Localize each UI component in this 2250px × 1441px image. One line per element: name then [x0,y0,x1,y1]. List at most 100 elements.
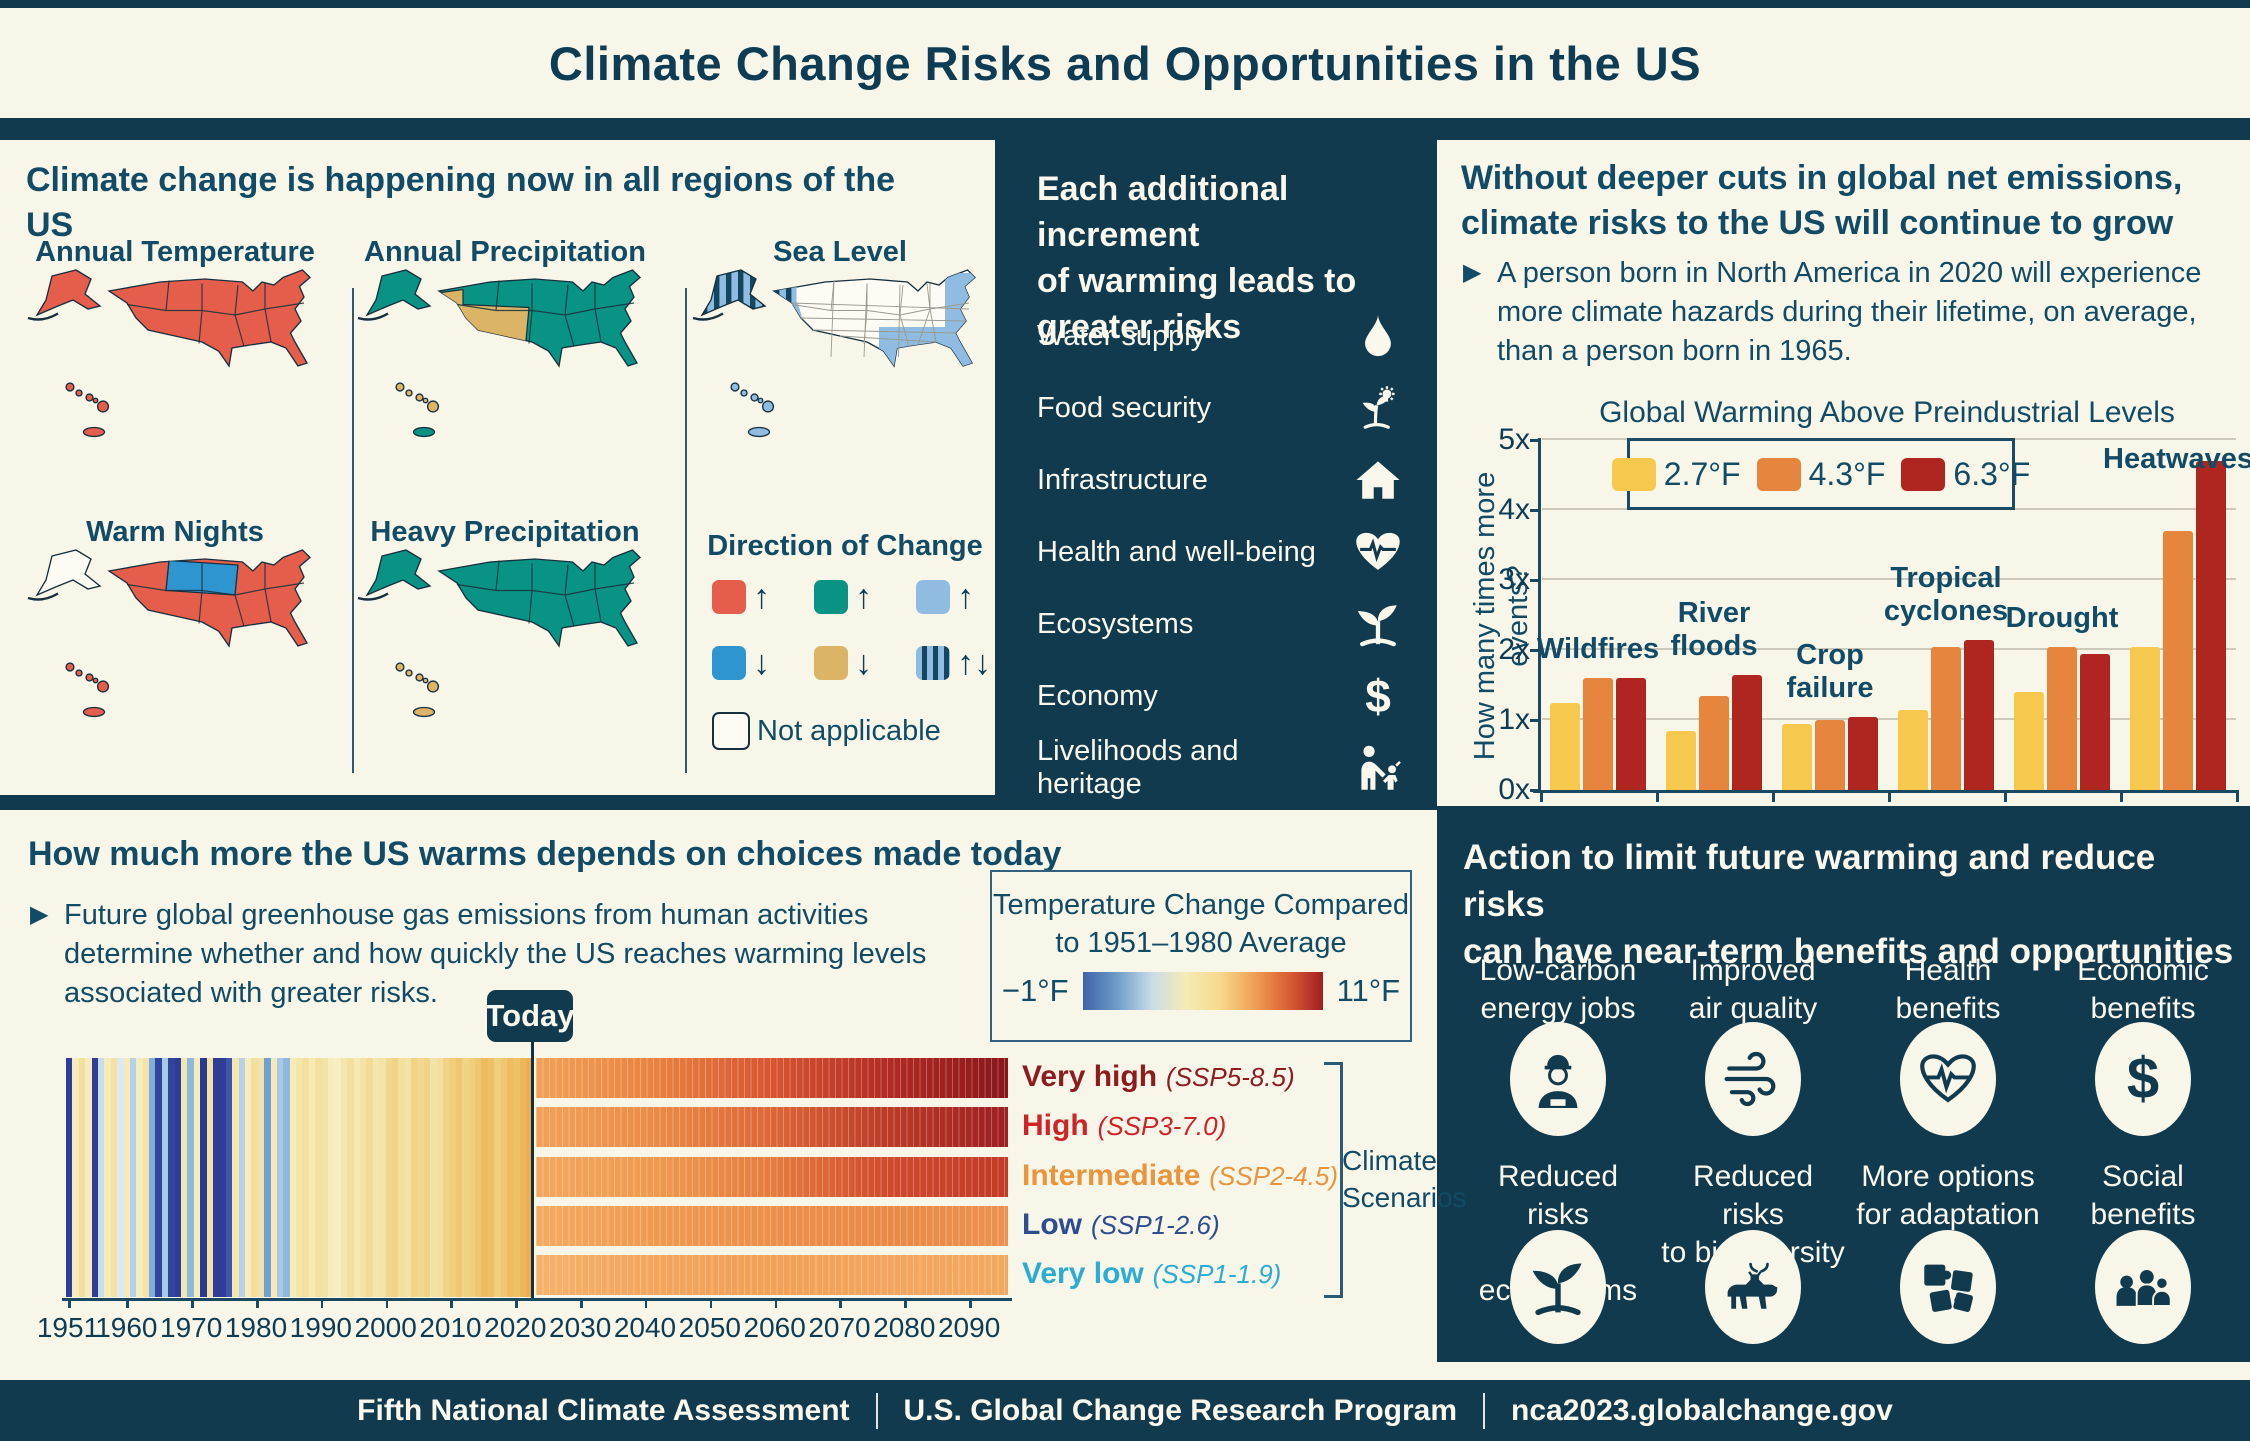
arrow-icon: ↓ [753,644,770,682]
year-stripe-1993 [334,1058,341,1297]
legend-item: 6.3°F [1901,456,2030,493]
x-tick-label: 2050 [678,1312,741,1343]
year-stripe-1984 [276,1058,284,1297]
us-map-warm-nights [26,549,311,718]
orange-swatch [1756,457,1801,491]
scenario-band-low [536,1205,1008,1246]
temperature-legend-box: Temperature Change Compared to 1951–1980… [990,870,1412,1042]
choices-bullet: Future global greenhouse gas emissions f… [64,899,927,1009]
plant-sun-icon [1351,381,1405,435]
year-stripe-2015 [475,1058,482,1297]
footer-url[interactable]: nca2023.globalchange.gov [1511,1393,1893,1427]
y-tick-mark [1530,789,1539,792]
x-tick-label: 1951 [36,1312,100,1343]
regions-heading: Climate change is happening now in all r… [26,161,895,244]
x-tick-label: 2030 [549,1312,612,1343]
year-stripe-1963 [142,1058,150,1297]
footer-program: U.S. Global Change Research Program [903,1393,1458,1427]
bracket-stub [1324,1062,1341,1065]
heart-pulse-icon [1351,525,1405,579]
scenario-label-low: Low (SSP1-2.6) [1022,1208,1220,1244]
y-tick-label: 4x [1498,493,1530,526]
increments-heading: Each additional increment of warming lea… [1037,170,1357,346]
climate-scenarios-bracket [1340,1062,1343,1298]
seedling-icon [1510,1230,1606,1344]
divider [685,568,687,773]
x-tick-mark [709,1298,713,1308]
year-stripe-2008 [430,1058,437,1297]
action-item-economic: Economic benefits [2048,952,2238,1028]
x-tick-label: 2080 [873,1312,936,1343]
y-tick-mark [1530,439,1539,442]
year-stripe-1964 [149,1058,156,1297]
light_blue-swatch [916,580,950,614]
year-stripe-2011 [449,1058,456,1297]
year-stripe-2020 [506,1058,514,1297]
gridline [1542,718,2236,720]
increments-list: Water supply Food security Infrastructur… [1037,308,1405,800]
worker-icon [1510,1022,1606,1136]
action-item-improved: Improved air quality [1658,952,1848,1028]
year-stripe-1973 [206,1058,213,1297]
year-stripe-1962 [136,1058,143,1297]
year-stripe-2003 [398,1058,405,1297]
bar-2.7°F-heatwaves [2130,646,2160,790]
year-stripe-2000 [379,1058,386,1297]
year-stripe-2017 [487,1058,495,1297]
x-tick-mark [256,1298,259,1308]
tan-swatch [814,646,848,680]
bar-6.3°F-crop-failure [1848,716,1878,790]
title-band: Climate Change Risks and Opportunities i… [0,8,2250,118]
scenario-name: Very high [1022,1060,1158,1093]
year-stripe-2002 [391,1058,399,1297]
bar-6.3°F-tropical-cyclones [1964,639,1994,790]
year-stripe-1983 [270,1058,277,1297]
scenario-ssp: (SSP1-1.9) [1152,1259,1282,1290]
x-tick-label: 2040 [613,1312,677,1343]
footer-separator [1483,1392,1486,1429]
bar-4.3°F-drought [2047,646,2077,790]
year-stripe-1972 [200,1058,207,1297]
action-item-social: Social benefits [2048,1158,2238,1234]
bullet-triangle-icon: ▶ [1463,259,1482,286]
emissions-bullet: A person born in North America in 2020 w… [1497,257,2202,367]
choices-panel: How much more the US warms depends on ch… [0,810,1467,1362]
scenario-band-very-low [536,1255,1008,1296]
year-stripe-1981 [257,1058,265,1297]
x-tick-label: 1960 [95,1312,158,1343]
year-stripe-2001 [385,1058,392,1297]
x-tick-mark [774,1298,778,1308]
year-stripe-1960 [123,1058,130,1297]
x-tick-mark [126,1298,129,1308]
year-stripe-1971 [193,1058,201,1297]
house-icon [1351,453,1405,507]
year-stripe-1957 [104,1058,111,1297]
scenario-label-intermediate: Intermediate (SSP2-4.5) [1022,1159,1338,1195]
arrow-icon: ↓ [855,644,872,682]
footer-separator [875,1392,878,1429]
page-title: Climate Change Risks and Opportunities i… [548,36,1702,90]
scenario-band-high [536,1107,1008,1148]
climate-scenarios-label: Climate Scenarios [1342,1145,1467,1213]
x-tick-mark [1540,793,1543,802]
scenario-name: High [1022,1109,1089,1143]
y-tick-label: 3x [1498,563,1530,596]
year-stripe-1992 [328,1058,335,1297]
x-tick-label: 1970 [160,1312,223,1343]
y-tick-label: 0x [1498,773,1530,806]
map-title-sea-level: Sea Level [773,236,907,268]
gridline [1542,648,2236,650]
x-tick-label: 1990 [289,1312,352,1343]
year-stripe-1968 [174,1058,182,1297]
x-tick-mark [1888,793,1891,802]
year-stripe-1995 [347,1058,354,1297]
y-tick-mark [1530,719,1539,722]
year-stripe-2004 [404,1058,412,1297]
emissions-heading: Without deeper cuts in global net emissi… [1461,159,2183,242]
action-label: Health benefits [1895,954,2001,1025]
year-stripe-2014 [468,1058,475,1297]
map-title-heavy-precipitation: Heavy Precipitation [370,516,640,548]
bar-2.7°F-tropical-cyclones [1898,709,1928,790]
x-tick-label: 2000 [354,1312,417,1343]
year-stripe-1965 [155,1058,162,1297]
